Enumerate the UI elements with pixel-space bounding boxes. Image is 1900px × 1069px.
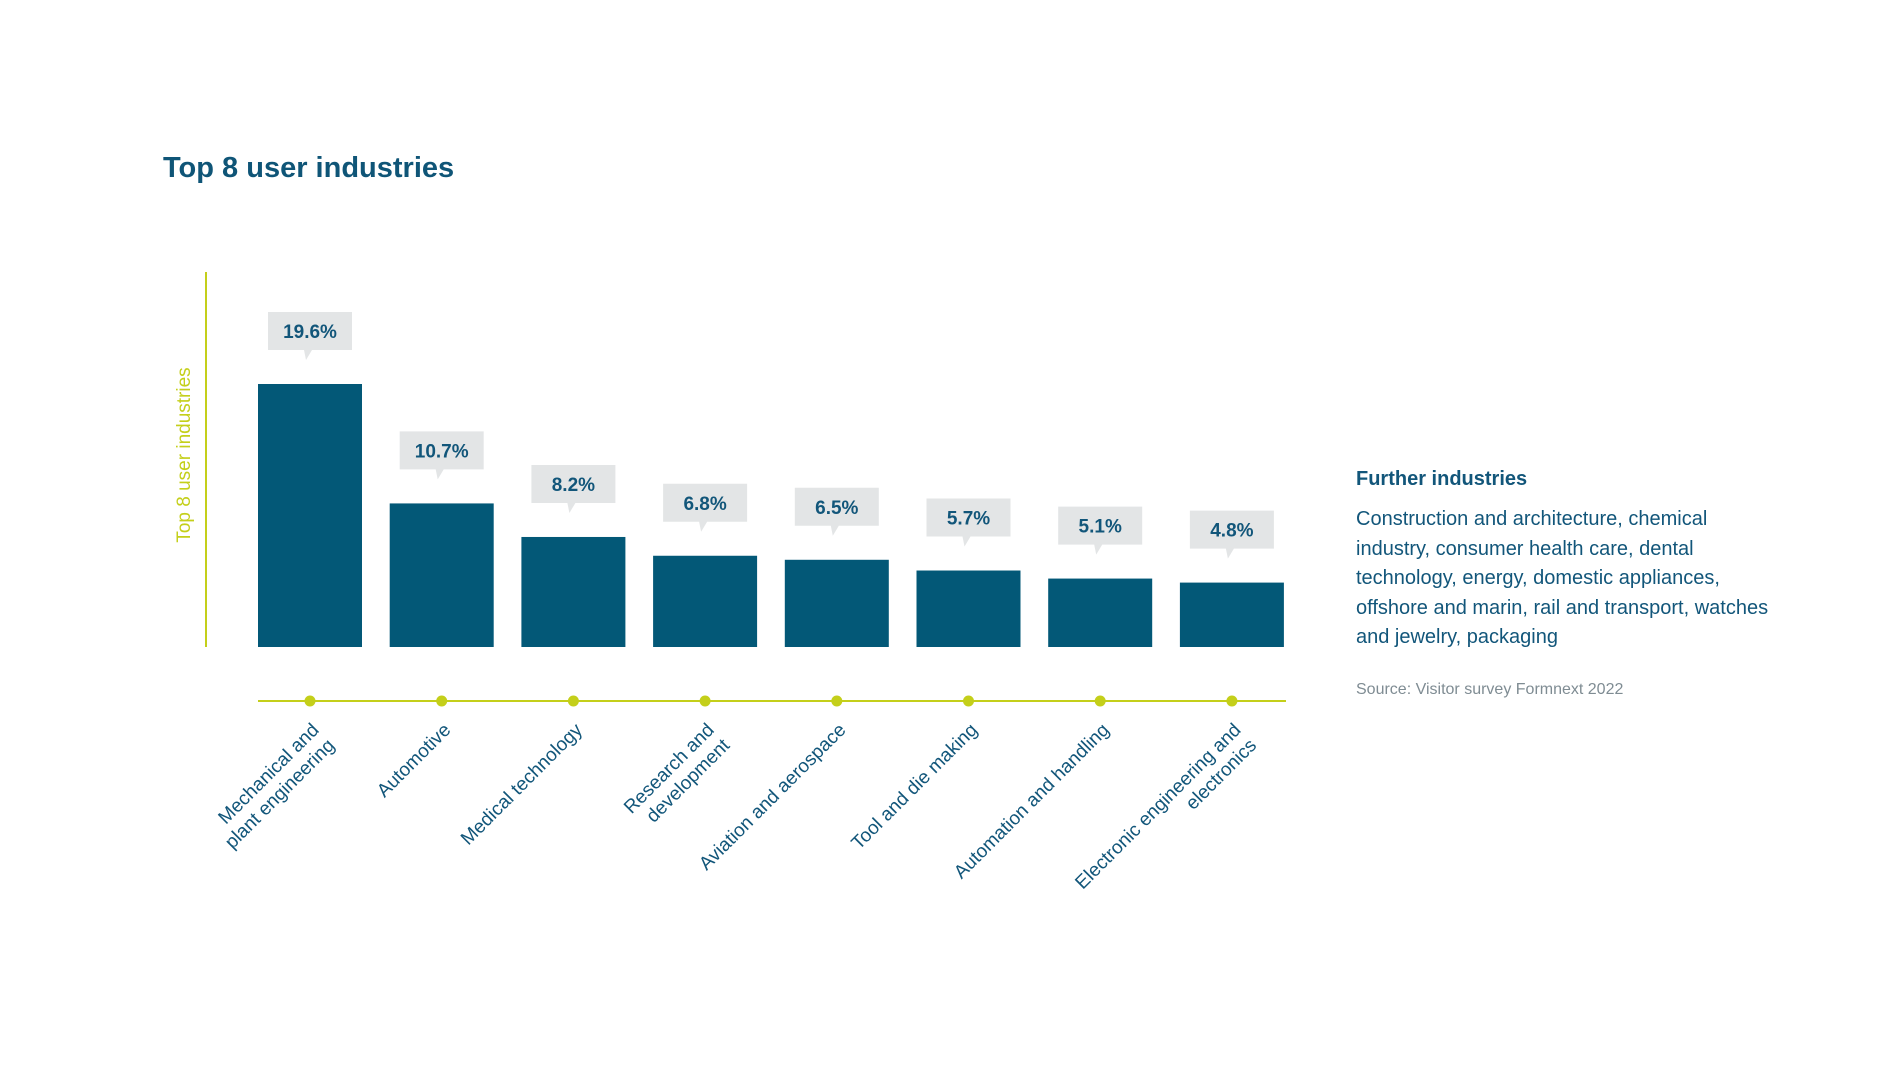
category-label: Tool and die making [848, 720, 982, 854]
value-callout [399, 431, 484, 480]
further-industries-panel: Further industries Construction and arch… [1356, 468, 1776, 699]
value-label: 4.8% [1210, 521, 1253, 542]
further-industries-text: Construction and architecture, chemical … [1356, 508, 1769, 648]
category-label-line: Medical technology [457, 719, 587, 849]
bar [653, 555, 758, 647]
chart-title: Top 8 user industries [163, 152, 454, 184]
category-label-line: Tool and die making [848, 720, 982, 854]
bar [916, 570, 1021, 647]
bars-layer: 19.6% Mechanical andplant engineering 10.7… [206, 312, 1284, 894]
value-callout [926, 498, 1011, 547]
source-note: Source: Visitor survey Formnext 2022 [1356, 680, 1624, 698]
category-label: Research anddevelopment [620, 719, 735, 834]
value-callout [1058, 506, 1143, 555]
axis-dot [963, 695, 974, 707]
value-label: 6.8% [683, 494, 726, 515]
value-callout [531, 464, 616, 513]
value-label: 6.5% [815, 498, 858, 519]
bar [784, 559, 889, 647]
bar [1179, 582, 1284, 647]
value-label: 19.6% [283, 322, 337, 343]
axis-dot [567, 695, 579, 707]
further-industries-title: Further industries [1356, 468, 1528, 490]
value-callout [794, 487, 879, 536]
value-callout [1189, 510, 1274, 559]
bar [389, 503, 494, 647]
category-label-line: Automation and handling [950, 720, 1113, 883]
axis-dot [1094, 695, 1106, 707]
value-label: 5.7% [947, 509, 990, 530]
value-label: 10.7% [415, 441, 469, 462]
bar [258, 384, 362, 647]
category-label: Medical technology [457, 719, 587, 849]
axis-dot [304, 695, 316, 707]
category-label-line: Automotive [373, 720, 455, 802]
value-label: 8.2% [552, 475, 595, 496]
y-axis-label: Top 8 user industries [174, 367, 195, 542]
axis-dot [831, 695, 843, 707]
category-label: Automation and handling [950, 720, 1113, 883]
axis-dot [436, 695, 448, 707]
value-callout [268, 312, 352, 360]
value-callout [663, 483, 748, 532]
axis-dot [1226, 695, 1238, 707]
category-label: Automotive [373, 720, 455, 802]
value-label: 5.1% [1079, 517, 1122, 538]
bar [521, 536, 626, 647]
category-label: Mechanical andplant engineering [206, 720, 339, 853]
axis-dot [699, 695, 711, 707]
bar [1048, 578, 1153, 647]
